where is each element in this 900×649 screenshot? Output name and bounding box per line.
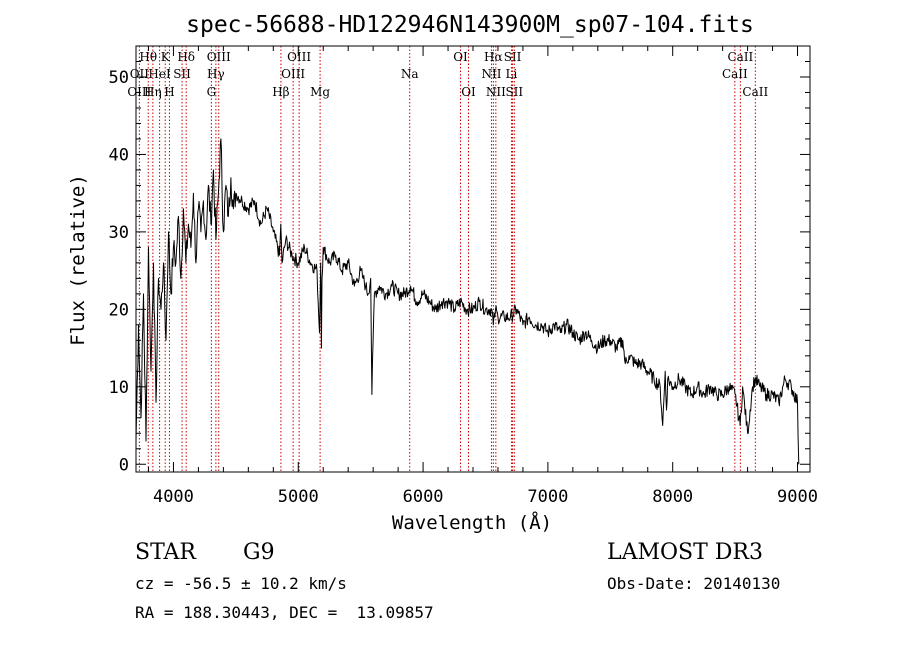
x-tick-label: 8000	[652, 487, 693, 507]
spectral-line-label: Mg	[310, 85, 330, 99]
spectral-line-label: Hβ	[272, 85, 289, 99]
y-tick-label: 50	[109, 68, 129, 88]
x-tick-label: 9000	[777, 487, 818, 507]
spectral-line-label: SII	[505, 85, 523, 99]
spectral-line-label: NII	[481, 67, 501, 81]
x-tick-label: 6000	[403, 487, 444, 507]
spectral-line-label: SII	[173, 67, 191, 81]
spectral-line-label: OIII	[207, 50, 231, 64]
spectral-line-label: Hδ	[177, 50, 195, 64]
spectral-line-label: Hθ	[139, 50, 157, 64]
y-tick-label: 30	[109, 223, 129, 243]
spectral-line-label: Na	[401, 67, 419, 81]
spectral-line-label: G	[207, 85, 217, 99]
x-axis-ticks: 4000 5000 6000 7000 8000 9000	[147, 46, 818, 507]
spectral-line-label: Hγ	[207, 67, 225, 81]
spectral-subclass: G9	[243, 540, 275, 565]
spectral-line-label: OII	[130, 67, 150, 81]
spectral-line-label: OIII	[281, 67, 305, 81]
chart-title: spec-56688-HD122946N143900M_sp07-104.fit…	[186, 12, 754, 38]
spectral-line-label: K	[161, 50, 171, 64]
spectral-line-label: Hα	[484, 50, 503, 64]
spectral-line-labels: Hθ OII OIII HeI Hη K H SII Hδ OIII Hγ G Hβ OIII OIII Mg…	[127, 50, 768, 99]
x-tick-label: 4000	[153, 487, 194, 507]
spectral-line-label: OI	[461, 85, 476, 99]
spectral-line-label: HeI	[148, 67, 171, 81]
x-tick-label: 7000	[527, 487, 568, 507]
spectral-line-label: H	[164, 85, 174, 99]
spectrum-line-group	[135, 138, 800, 465]
y-tick-label: 10	[109, 378, 129, 398]
y-axis-label: Flux (relative)	[67, 174, 89, 346]
survey-name: LAMOST DR3	[607, 540, 763, 565]
observation-date: Obs-Date: 20140130	[607, 574, 781, 593]
spectral-line-label: Li	[506, 67, 518, 81]
spectral-line-label: SII	[504, 50, 522, 64]
spectral-line-label: OIII	[287, 50, 311, 64]
y-axis-ticks: 0 10 20 30 40 50	[109, 45, 810, 475]
object-type: STAR	[135, 540, 196, 565]
spectral-line-label: Hη	[144, 85, 162, 99]
plot-frame	[135, 45, 811, 473]
spectral-line-label: CaII	[722, 67, 748, 81]
y-tick-label: 0	[119, 455, 129, 475]
spectral-line-label: CaII	[742, 85, 768, 99]
spectrum-line	[135, 138, 800, 465]
spectral-line-label: NII	[486, 85, 506, 99]
spectral-line-markers	[138, 46, 756, 472]
spectral-line-label: OI	[453, 50, 468, 64]
spectral-line-label: CaII	[727, 50, 753, 64]
redshift-value: cz = -56.5 ± 10.2 km/s	[135, 574, 347, 593]
y-tick-label: 40	[109, 145, 129, 165]
spectral-line-label: OIII	[127, 85, 151, 99]
x-tick-label: 5000	[278, 487, 319, 507]
y-tick-label: 20	[109, 300, 129, 320]
coordinates: RA = 188.30443, DEC = 13.09857	[135, 603, 434, 622]
x-axis-label: Wavelength (Å)	[392, 511, 552, 534]
